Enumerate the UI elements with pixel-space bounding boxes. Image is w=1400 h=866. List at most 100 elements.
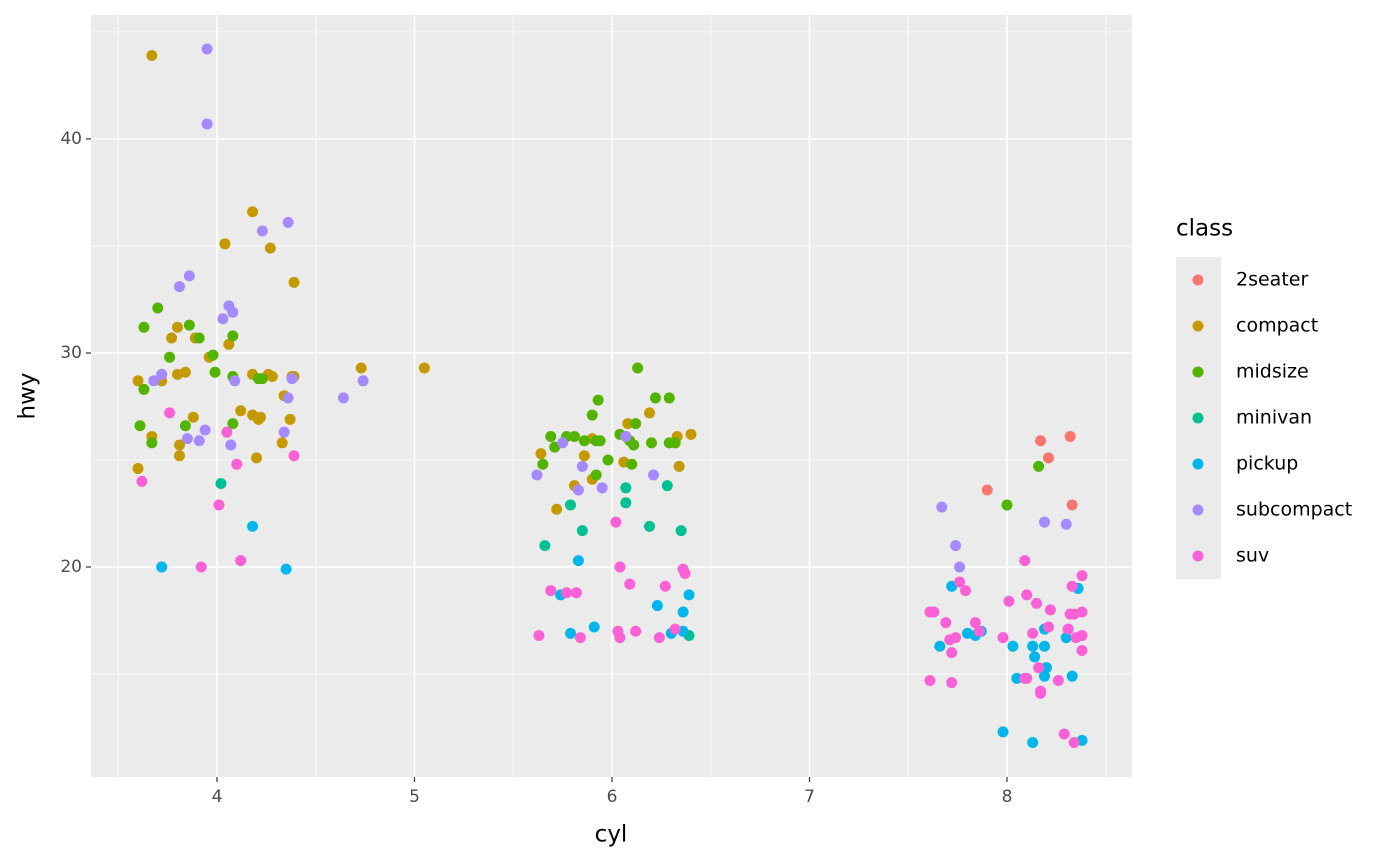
legend-key <box>1192 274 1204 286</box>
point <box>551 503 563 515</box>
legend-key <box>1192 550 1204 562</box>
point <box>201 118 213 130</box>
point <box>221 426 233 438</box>
point <box>215 478 227 490</box>
point <box>227 306 239 318</box>
x-tick-label: 7 <box>804 787 815 807</box>
point <box>152 302 164 314</box>
point <box>1076 606 1088 618</box>
point <box>1027 640 1039 652</box>
point <box>545 430 557 442</box>
point <box>132 463 144 475</box>
point <box>247 206 259 218</box>
legend-key <box>1192 320 1204 332</box>
point <box>588 621 600 633</box>
point <box>928 606 940 618</box>
legend-label: midsize <box>1236 361 1309 383</box>
legend-label: minivan <box>1236 407 1312 429</box>
point <box>630 625 642 637</box>
point <box>539 540 551 552</box>
point <box>1064 430 1076 442</box>
point <box>620 430 632 442</box>
point <box>533 630 545 642</box>
point <box>1039 640 1051 652</box>
point <box>282 392 294 404</box>
point <box>207 349 219 361</box>
point <box>576 525 588 537</box>
point <box>576 460 588 472</box>
point <box>251 452 263 464</box>
point <box>1021 589 1033 601</box>
point <box>1042 452 1054 464</box>
point <box>973 625 985 637</box>
point <box>924 674 936 686</box>
point <box>669 437 681 449</box>
point <box>166 332 178 344</box>
point <box>132 375 144 387</box>
y-axis-title: hwy <box>15 373 41 420</box>
point <box>1035 435 1047 447</box>
point <box>286 373 298 385</box>
point <box>256 373 268 385</box>
x-tick-label: 4 <box>212 787 223 807</box>
point <box>1031 597 1043 609</box>
point <box>572 555 584 567</box>
point <box>649 392 661 404</box>
point <box>934 640 946 652</box>
point <box>146 437 158 449</box>
grid <box>91 15 1132 777</box>
point <box>156 561 168 573</box>
point <box>1044 604 1056 616</box>
point <box>1066 499 1078 511</box>
point <box>679 567 691 579</box>
y-tick-label: 30 <box>60 343 82 363</box>
point <box>661 480 673 492</box>
point <box>201 43 213 55</box>
point <box>284 413 296 425</box>
point <box>264 242 276 254</box>
point <box>247 520 259 532</box>
x-tick-label: 6 <box>607 787 618 807</box>
point <box>134 420 146 432</box>
point <box>227 418 239 430</box>
point <box>173 439 185 451</box>
point <box>1003 595 1015 607</box>
point <box>946 647 958 659</box>
point <box>651 600 663 612</box>
legend-key <box>1192 458 1204 470</box>
point <box>1076 630 1088 642</box>
point <box>138 383 150 395</box>
point <box>620 482 632 494</box>
point <box>179 366 191 378</box>
point <box>227 330 239 342</box>
point <box>235 405 247 417</box>
point <box>997 632 1009 644</box>
legend-key <box>1192 412 1204 424</box>
point <box>647 469 659 481</box>
point <box>535 448 547 460</box>
point <box>940 617 952 629</box>
point <box>954 576 966 588</box>
point <box>266 371 278 383</box>
point <box>231 458 243 470</box>
point <box>173 450 185 462</box>
x-tick-label: 5 <box>409 787 420 807</box>
x-tick-label: 8 <box>1002 787 1013 807</box>
point <box>1007 640 1019 652</box>
point <box>997 726 1009 738</box>
point <box>602 454 614 466</box>
point <box>195 561 207 573</box>
point <box>1058 728 1070 740</box>
point <box>659 580 671 592</box>
point <box>199 424 211 436</box>
point <box>1066 580 1078 592</box>
point <box>1001 499 1013 511</box>
point <box>1027 627 1039 639</box>
point <box>628 439 640 451</box>
point <box>1076 644 1088 656</box>
point <box>1033 460 1045 472</box>
point <box>685 428 697 440</box>
point <box>1040 662 1052 674</box>
point <box>1029 651 1041 663</box>
